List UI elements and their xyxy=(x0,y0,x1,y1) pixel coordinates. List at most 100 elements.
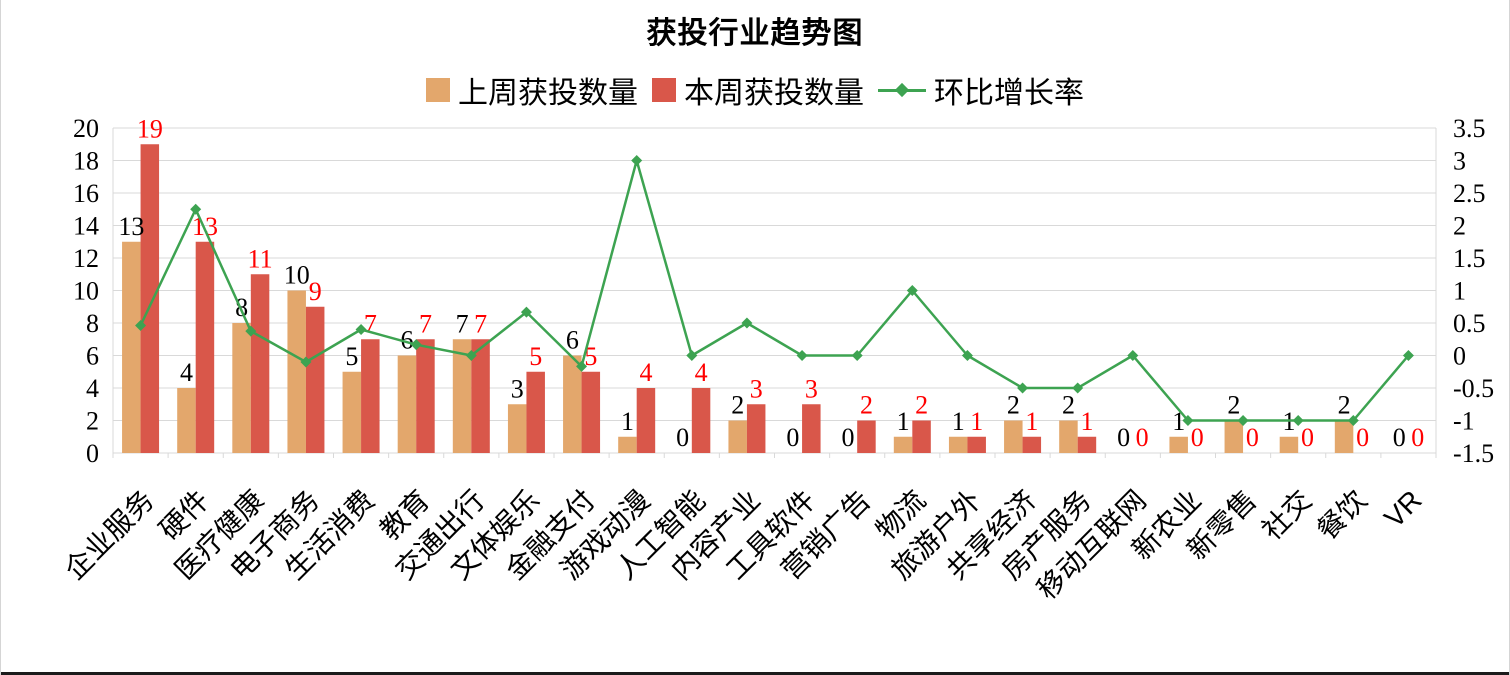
growth-marker xyxy=(465,350,477,361)
x-axis-category-label: 社交 xyxy=(1256,484,1318,546)
y-axis-right-tick-label: -0.5 xyxy=(1453,374,1494,403)
value-label-this-week: 7 xyxy=(419,309,432,338)
y-axis-right-tick-label: 2 xyxy=(1453,212,1466,241)
growth-marker xyxy=(631,155,643,166)
value-label-this-week: 1 xyxy=(1080,407,1093,436)
value-label-last-week: 0 xyxy=(841,423,854,452)
value-label-last-week: 4 xyxy=(180,358,193,387)
bar-this-week xyxy=(1077,436,1097,453)
growth-marker xyxy=(135,320,147,332)
value-label-this-week: 4 xyxy=(695,358,708,387)
y-axis-right-tick-label: 1 xyxy=(1453,277,1466,306)
legend-item-last-week: 上周获投数量 xyxy=(426,68,638,112)
y-axis-left-tick-label: 14 xyxy=(73,212,99,241)
bar-this-week xyxy=(416,339,435,453)
value-label-last-week: 3 xyxy=(511,374,524,403)
legend: 上周获投数量 本周获投数量 环比增长率 xyxy=(1,68,1509,112)
growth-marker xyxy=(520,306,532,318)
y-axis-left-tick-label: 6 xyxy=(86,342,99,371)
bar-last-week xyxy=(563,355,582,453)
value-label-this-week: 5 xyxy=(529,342,542,371)
y-axis-left-tick-label: 20 xyxy=(73,114,99,143)
x-axis-category-label: 企业服务 xyxy=(59,484,160,585)
value-label-this-week: 0 xyxy=(1191,423,1204,452)
y-axis-left-tick-label: 2 xyxy=(86,407,99,436)
legend-item-this-week: 本周获投数量 xyxy=(652,68,864,112)
value-label-last-week: 2 xyxy=(731,391,744,420)
growth-marker xyxy=(410,339,422,351)
y-axis-right-tick-label: -1 xyxy=(1453,407,1475,436)
growth-marker xyxy=(1347,415,1359,426)
bar-this-week xyxy=(140,144,160,453)
value-label-this-week: 0 xyxy=(1136,423,1149,452)
bar-this-week xyxy=(967,436,986,453)
legend-label-last-week: 上周获投数量 xyxy=(458,77,638,110)
bar-this-week xyxy=(250,274,270,453)
x-axis-category-label: 餐饮 xyxy=(1311,484,1373,546)
y-axis-right-tick-label: 1.5 xyxy=(1453,244,1486,273)
growth-marker xyxy=(355,324,367,335)
bar-last-week xyxy=(1059,420,1078,453)
value-label-this-week: 1 xyxy=(1025,407,1038,436)
growth-marker xyxy=(741,317,753,329)
bar-this-week xyxy=(857,420,876,453)
bar-this-week xyxy=(746,404,766,453)
growth-marker xyxy=(961,350,973,361)
y-axis-right-tick-label: -1.5 xyxy=(1453,439,1494,468)
y-axis-left-tick-label: 18 xyxy=(73,147,99,176)
value-label-this-week: 3 xyxy=(750,374,763,403)
growth-marker xyxy=(190,203,202,215)
value-label-last-week: 6 xyxy=(400,326,413,355)
value-label-last-week: 8 xyxy=(235,293,248,322)
bar-last-week xyxy=(893,436,913,453)
value-label-last-week: 0 xyxy=(676,423,689,452)
value-label-this-week: 19 xyxy=(137,114,163,143)
bar-this-week xyxy=(636,388,656,453)
bar-last-week xyxy=(287,290,306,453)
growth-marker xyxy=(300,356,312,368)
growth-marker xyxy=(245,325,257,337)
bar-last-week xyxy=(232,323,251,453)
bar-this-week xyxy=(305,306,325,453)
bar-last-week xyxy=(452,339,472,453)
bar-last-week xyxy=(728,420,747,453)
value-label-last-week: 2 xyxy=(1007,391,1020,420)
legend-swatch-this-week-icon xyxy=(652,78,676,102)
value-label-last-week: 0 xyxy=(1393,423,1406,452)
bar-this-week xyxy=(195,241,215,453)
value-label-this-week: 0 xyxy=(1411,423,1424,452)
growth-marker xyxy=(576,360,588,372)
value-label-this-week: 7 xyxy=(474,309,487,338)
value-label-this-week: 4 xyxy=(639,358,652,387)
bar-last-week xyxy=(1279,436,1299,453)
bar-this-week xyxy=(471,339,490,453)
growth-marker xyxy=(851,350,863,361)
bar-last-week xyxy=(1169,436,1188,453)
value-label-this-week: 1 xyxy=(970,407,983,436)
bar-last-week xyxy=(507,404,527,453)
value-label-last-week: 2 xyxy=(1227,391,1240,420)
y-axis-left-tick-label: 8 xyxy=(86,309,99,338)
growth-marker xyxy=(686,350,698,361)
legend-label-growth: 环比增长率 xyxy=(934,77,1084,110)
value-label-last-week: 2 xyxy=(1062,391,1075,420)
growth-line xyxy=(139,159,1410,422)
growth-marker xyxy=(906,285,918,296)
bar-last-week xyxy=(122,241,141,453)
value-label-this-week: 2 xyxy=(860,391,873,420)
y-axis-right-tick-label: 3.5 xyxy=(1453,114,1486,143)
legend-line-diamond-icon xyxy=(878,78,926,102)
value-label-last-week: 1 xyxy=(897,407,910,436)
bar-last-week xyxy=(342,371,362,453)
y-axis-right-tick-label: 0.5 xyxy=(1453,309,1486,338)
y-axis-right-tick-label: 2.5 xyxy=(1453,179,1486,208)
y-axis-left-tick-label: 12 xyxy=(73,244,99,273)
value-label-last-week: 10 xyxy=(284,261,310,290)
growth-marker xyxy=(1292,415,1304,426)
legend-label-this-week: 本周获投数量 xyxy=(684,77,864,110)
growth-marker xyxy=(1237,415,1249,426)
value-label-this-week: 0 xyxy=(1246,423,1259,452)
value-label-last-week: 2 xyxy=(1338,391,1351,420)
bar-this-week xyxy=(361,339,380,453)
